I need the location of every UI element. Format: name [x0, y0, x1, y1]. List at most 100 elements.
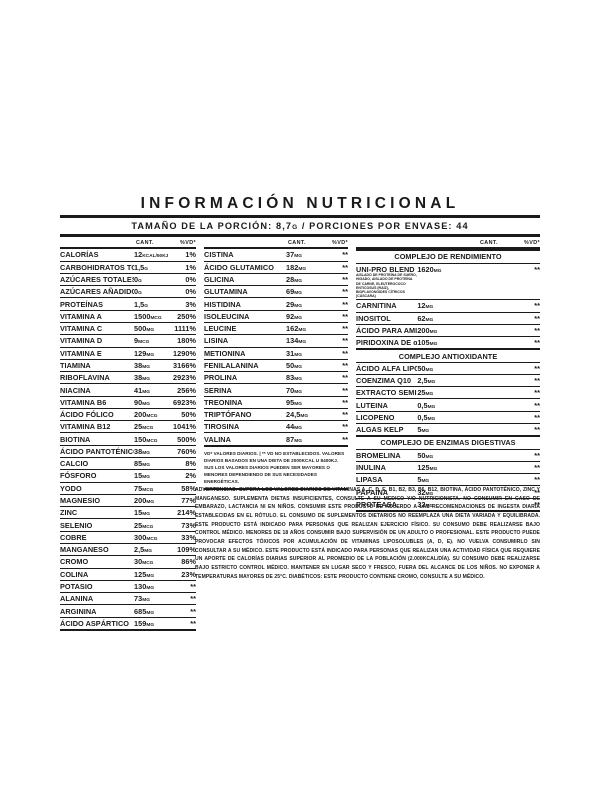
nutrient-amount: 150MCG: [134, 432, 170, 446]
table-row: GLICINA 28MG **: [204, 273, 348, 287]
nutrient-unit: G: [138, 291, 142, 297]
nutrient-unit: MG: [144, 549, 153, 555]
table-row: FÓSFORO 15MG 2%: [60, 469, 196, 483]
nutrient-unit: MG: [146, 328, 155, 334]
nutrient-name: ALANINA: [60, 592, 134, 606]
nutrient-unit: MG: [146, 586, 155, 591]
nutrient-unit: MCG: [146, 414, 158, 420]
nutrient-daily-value: 0%: [170, 285, 196, 299]
nutrient-amount: 24,5MG: [286, 408, 322, 422]
nutrient-name: VITAMINA A: [60, 310, 134, 323]
table-row: COENZIMA Q10 2,5MG **: [356, 374, 540, 388]
nutrient-daily-value: **: [322, 273, 348, 287]
table-row: HISTIDINA 29MG **: [204, 297, 348, 311]
nutrient-name: AZÚCARES TOTALES: [60, 273, 134, 287]
nutrient-daily-value: 23%: [170, 568, 196, 581]
nutrient-amount: 1620MG: [417, 263, 479, 301]
nutrient-amount: 87MG: [286, 432, 322, 447]
nutrient-amount: 200MCG: [134, 408, 170, 422]
nutrient-unit: MG: [294, 389, 302, 395]
nutrient-daily-value: 58%: [170, 482, 196, 495]
nutrient-daily-value: **: [478, 386, 540, 400]
nutrient-daily-value: **: [322, 408, 348, 422]
nutrient-amount: 38MG: [134, 371, 170, 385]
nutrient-daily-value: **: [478, 336, 540, 350]
nutrient-name: INOSITOL: [356, 312, 418, 325]
nutrient-amount: 32MG: [417, 485, 479, 499]
nutrient-daily-value: 214%: [170, 506, 196, 520]
table-row: ÁCIDO ALFA LIPOICO (ALA)50MG**: [356, 362, 540, 375]
nutrient-name: HISTIDINA: [204, 297, 286, 311]
nutrient-name: VITAMINA B12: [60, 420, 134, 434]
nutrient-daily-value: **: [478, 498, 540, 512]
nutrient-unit: MCG: [146, 536, 158, 542]
nutrient-amount: 25MG: [417, 386, 479, 400]
nutrient-name: BIOTINA: [60, 432, 134, 446]
nutrient-amount: 31MG: [286, 347, 322, 360]
nutrient-amount: 30MCG: [134, 555, 170, 569]
nutrient-daily-value: 77%: [170, 494, 196, 508]
nutrient-name: POTASIO: [60, 580, 134, 594]
nutrient-amount: 15MG: [134, 469, 170, 483]
serving-size-suffix: / PORCIONES POR ENVASE: 44: [298, 221, 469, 232]
serving-size-unit: G: [292, 224, 299, 232]
warnings-body: SUPERA LOS VALORES DIARIOS DE VITAMINAS …: [195, 487, 540, 580]
table-row: AZÚCARES AÑADIDOS 0G 0%: [60, 285, 196, 299]
nutrient-daily-value: **: [478, 374, 540, 388]
nutrient-name: BROMELINA: [356, 449, 418, 462]
table-row: TIAMINA 38MG 3166%: [60, 359, 196, 373]
nutrient-name: MAGNESIO: [60, 494, 134, 508]
nutrient-unit: MG: [429, 467, 438, 473]
table-row: EXTRACTO SEMILLA DE UVA25MG**: [356, 386, 540, 400]
table-row: NIACINA 41MG 256%: [60, 383, 196, 397]
nutrient-name: CALORÍAS: [60, 249, 134, 262]
nutrient-amount: 9MCG: [134, 334, 170, 348]
nutrient-name: AZÚCARES AÑADIDOS: [60, 285, 134, 299]
nutrient-table-3: COMPLEJO DE RENDIMIENTO UNI-PRO BLEND AISL…: [356, 249, 540, 512]
serving-size-line: TAMAÑO DE LA PORCIÓN: 8,7G / PORCIONES P…: [60, 218, 540, 238]
nutrient-amount: 15MG: [134, 506, 170, 520]
section-header-row: COMPLEJO DE RENDIMIENTO: [356, 249, 540, 264]
nutrient-name: CISTINA: [204, 249, 286, 262]
nutrient-unit: MG: [425, 392, 434, 398]
nutrient-daily-value: 2923%: [170, 371, 196, 385]
nutrient-name: CARNITINA: [356, 299, 418, 313]
nutrient-unit: MG: [294, 401, 302, 407]
table-row: BROMELINA 50MG **: [356, 449, 540, 462]
nutrient-unit: MG: [294, 303, 302, 309]
nutrient-daily-value: 0%: [170, 273, 196, 287]
nutrient-unit: MG: [294, 254, 302, 260]
nutrient-daily-value: **: [478, 324, 540, 338]
nutrient-daily-value: 86%: [170, 555, 196, 569]
table-row: INULINA 125MG **: [356, 461, 540, 475]
nutrient-unit: MG: [146, 622, 155, 628]
table-row: LISINA 134MG **: [204, 334, 348, 348]
table-row: COLINA 125MG 23%: [60, 568, 196, 581]
blend-ingredients: AISLADO DE PROTEÍNA DE SUERO, HIGADO, AI…: [356, 273, 417, 298]
nutrient-amount: 70MG: [286, 383, 322, 397]
nutrient-unit: MG: [425, 305, 434, 311]
nutrient-amount: 62MG: [417, 312, 479, 325]
section-title: COMPLEJO DE RENDIMIENTO: [356, 249, 540, 264]
table-row: ÁCIDO GLUTAMICO 182MG **: [204, 261, 348, 274]
nutrient-daily-value: 2%: [170, 469, 196, 483]
nutrient-unit: MG: [425, 491, 434, 497]
nutrient-name: SERINA: [204, 383, 286, 397]
nutrient-amount: 125MG: [417, 461, 479, 475]
nutrient-name: ZINC: [60, 506, 134, 520]
nutrient-unit: G: [144, 266, 149, 272]
table-row: PROLINA 83MG **: [204, 371, 348, 385]
nutrient-daily-value: **: [478, 398, 540, 412]
nutrient-unit: MG: [142, 389, 150, 395]
nutrient-amount: 12MG: [417, 299, 479, 313]
nutrient-daily-value: **: [322, 297, 348, 311]
nutrient-unit: MG: [142, 512, 150, 518]
nutrient-name: GLICINA: [204, 273, 286, 287]
nutrient-name: LICOPENO: [356, 411, 418, 425]
nutrient-amount: 0,5MG: [417, 411, 479, 425]
nutrient-amount: 1500MCG: [134, 310, 170, 323]
nutrient-amount: 182MG: [286, 261, 322, 274]
nutrient-unit: MG: [433, 268, 442, 274]
table-row: METIONINA 31MG **: [204, 347, 348, 360]
nutrient-amount: 25MCG: [134, 420, 170, 434]
